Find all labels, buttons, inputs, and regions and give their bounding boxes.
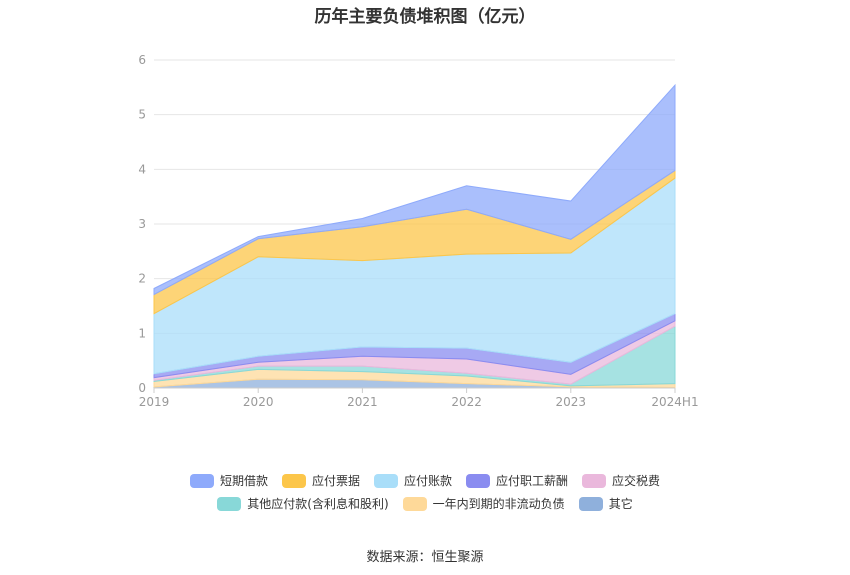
chart-title: 历年主要负债堆积图（亿元） (314, 7, 536, 27)
y-tick-label: 3 (138, 217, 146, 231)
y-tick-label: 4 (138, 162, 146, 176)
legend-item[interactable]: 应付账款 (373, 472, 452, 489)
legend-label: 应付账款 (403, 474, 452, 488)
legend-swatch (373, 473, 398, 488)
legend-swatch (189, 473, 214, 488)
legend-item[interactable]: 应交税费 (582, 472, 660, 489)
x-tick-label: 2024H1 (651, 395, 698, 409)
x-tick-label: 2021 (347, 395, 378, 409)
stacked-area-chart: 0 1 2 3 4 5 6 2019 2020 2021 2022 2023 2024H1 (138, 53, 698, 409)
legend-item[interactable]: 一年内到期的非流动负债 (402, 495, 565, 512)
legend-item[interactable]: 其它 (578, 495, 633, 512)
y-tick-label: 5 (138, 108, 146, 122)
y-tick-label: 0 (138, 381, 146, 395)
chart-legend: 短期借款 应付票据 应付账款 应付职工薪酬 应交税费 其他应付款(含利息和股利) 一年内到… (0, 472, 850, 512)
x-tick-label: 2019 (139, 395, 170, 409)
x-tick-label: 2020 (243, 395, 274, 409)
legend-swatch (217, 496, 242, 511)
legend-label: 其他应付款(含利息和股利) (247, 497, 389, 511)
y-tick-label: 1 (138, 326, 146, 340)
x-tick-label: 2023 (556, 395, 587, 409)
legend-item[interactable]: 短期借款 (189, 472, 268, 489)
x-tick-label: 2022 (451, 395, 482, 409)
legend-item[interactable]: 其他应付款(含利息和股利) (217, 495, 389, 512)
data-source-note: 数据来源：恒生聚源 (366, 550, 484, 565)
legend-label: 应付职工薪酬 (496, 474, 569, 488)
legend-label: 应付票据 (311, 474, 360, 488)
legend-row-2: 其他应付款(含利息和股利) 一年内到期的非流动负债 其它 (217, 495, 633, 512)
y-tick-label: 6 (138, 53, 146, 67)
legend-label: 其它 (608, 497, 633, 511)
legend-swatch (402, 496, 427, 511)
legend-item[interactable]: 应付票据 (281, 472, 360, 489)
legend-label: 一年内到期的非流动负债 (432, 497, 565, 511)
legend-label: 短期借款 (219, 474, 268, 488)
legend-swatch (578, 496, 603, 511)
legend-row-1: 短期借款 应付票据 应付账款 应付职工薪酬 应交税费 (189, 472, 660, 489)
y-tick-label: 2 (138, 272, 146, 286)
legend-swatch (281, 473, 306, 488)
legend-swatch (582, 473, 607, 488)
legend-label: 应交税费 (612, 474, 661, 488)
area-series-7 (153, 83, 676, 296)
legend-item[interactable]: 应付职工薪酬 (466, 472, 568, 489)
legend-swatch (466, 473, 490, 488)
